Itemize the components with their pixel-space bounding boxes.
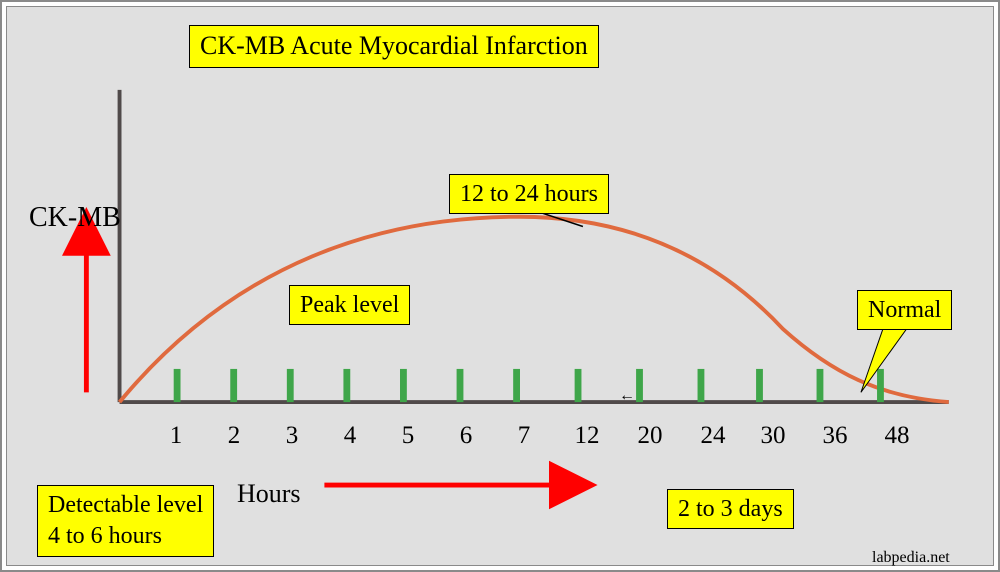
- tick-label: 12: [575, 422, 600, 450]
- outer-frame: CK-MB Acute Myocardial Infarction CK-MB …: [0, 0, 1000, 572]
- normal-callout-tail: [861, 319, 914, 392]
- tick-mark: [513, 369, 520, 402]
- tick-mark: [230, 369, 237, 402]
- chart-svg: [7, 7, 993, 565]
- tick-mark: [698, 369, 705, 402]
- tick-label: 20: [638, 422, 663, 450]
- tick-label: 7: [518, 422, 531, 450]
- ckmb-curve: [120, 217, 949, 402]
- chart-area: CK-MB Acute Myocardial Infarction CK-MB …: [6, 6, 994, 566]
- tick-label: 2: [228, 422, 241, 450]
- tick-mark: [575, 369, 582, 402]
- tick-mark: [287, 369, 294, 402]
- tick-mark: [877, 369, 884, 402]
- tick-mark: [174, 369, 181, 402]
- tick-label: 36: [823, 422, 848, 450]
- tick-marks: [174, 369, 884, 402]
- back-arrow-glyph: ←: [619, 387, 635, 405]
- tick-label: 6: [460, 422, 473, 450]
- tick-mark: [400, 369, 407, 402]
- detectable-box: Detectable level 4 to 6 hours: [37, 485, 214, 557]
- tick-label: 5: [402, 422, 415, 450]
- tick-mark: [756, 369, 763, 402]
- tick-label: 24: [701, 422, 726, 450]
- x-axis-label: Hours: [237, 479, 301, 509]
- detectable-line2: 4 to 6 hours: [48, 523, 162, 549]
- tick-label: 4: [344, 422, 357, 450]
- y-axis-label: CK-MB: [29, 202, 121, 234]
- peak-hours-box: 12 to 24 hours: [449, 174, 609, 214]
- tick-label: 48: [885, 422, 910, 450]
- normal-box: Normal: [857, 290, 952, 330]
- detectable-line1: Detectable level: [48, 492, 203, 518]
- peak-level-box: Peak level: [289, 285, 410, 325]
- tick-mark: [343, 369, 350, 402]
- tick-label: 30: [761, 422, 786, 450]
- tick-label: 3: [286, 422, 299, 450]
- tick-mark: [457, 369, 464, 402]
- tick-mark: [817, 369, 824, 402]
- tick-mark: [636, 369, 643, 402]
- watermark: labpedia.net: [872, 549, 950, 567]
- chart-title: CK-MB Acute Myocardial Infarction: [189, 25, 599, 68]
- tick-label: 1: [170, 422, 183, 450]
- return-days-box: 2 to 3 days: [667, 489, 794, 529]
